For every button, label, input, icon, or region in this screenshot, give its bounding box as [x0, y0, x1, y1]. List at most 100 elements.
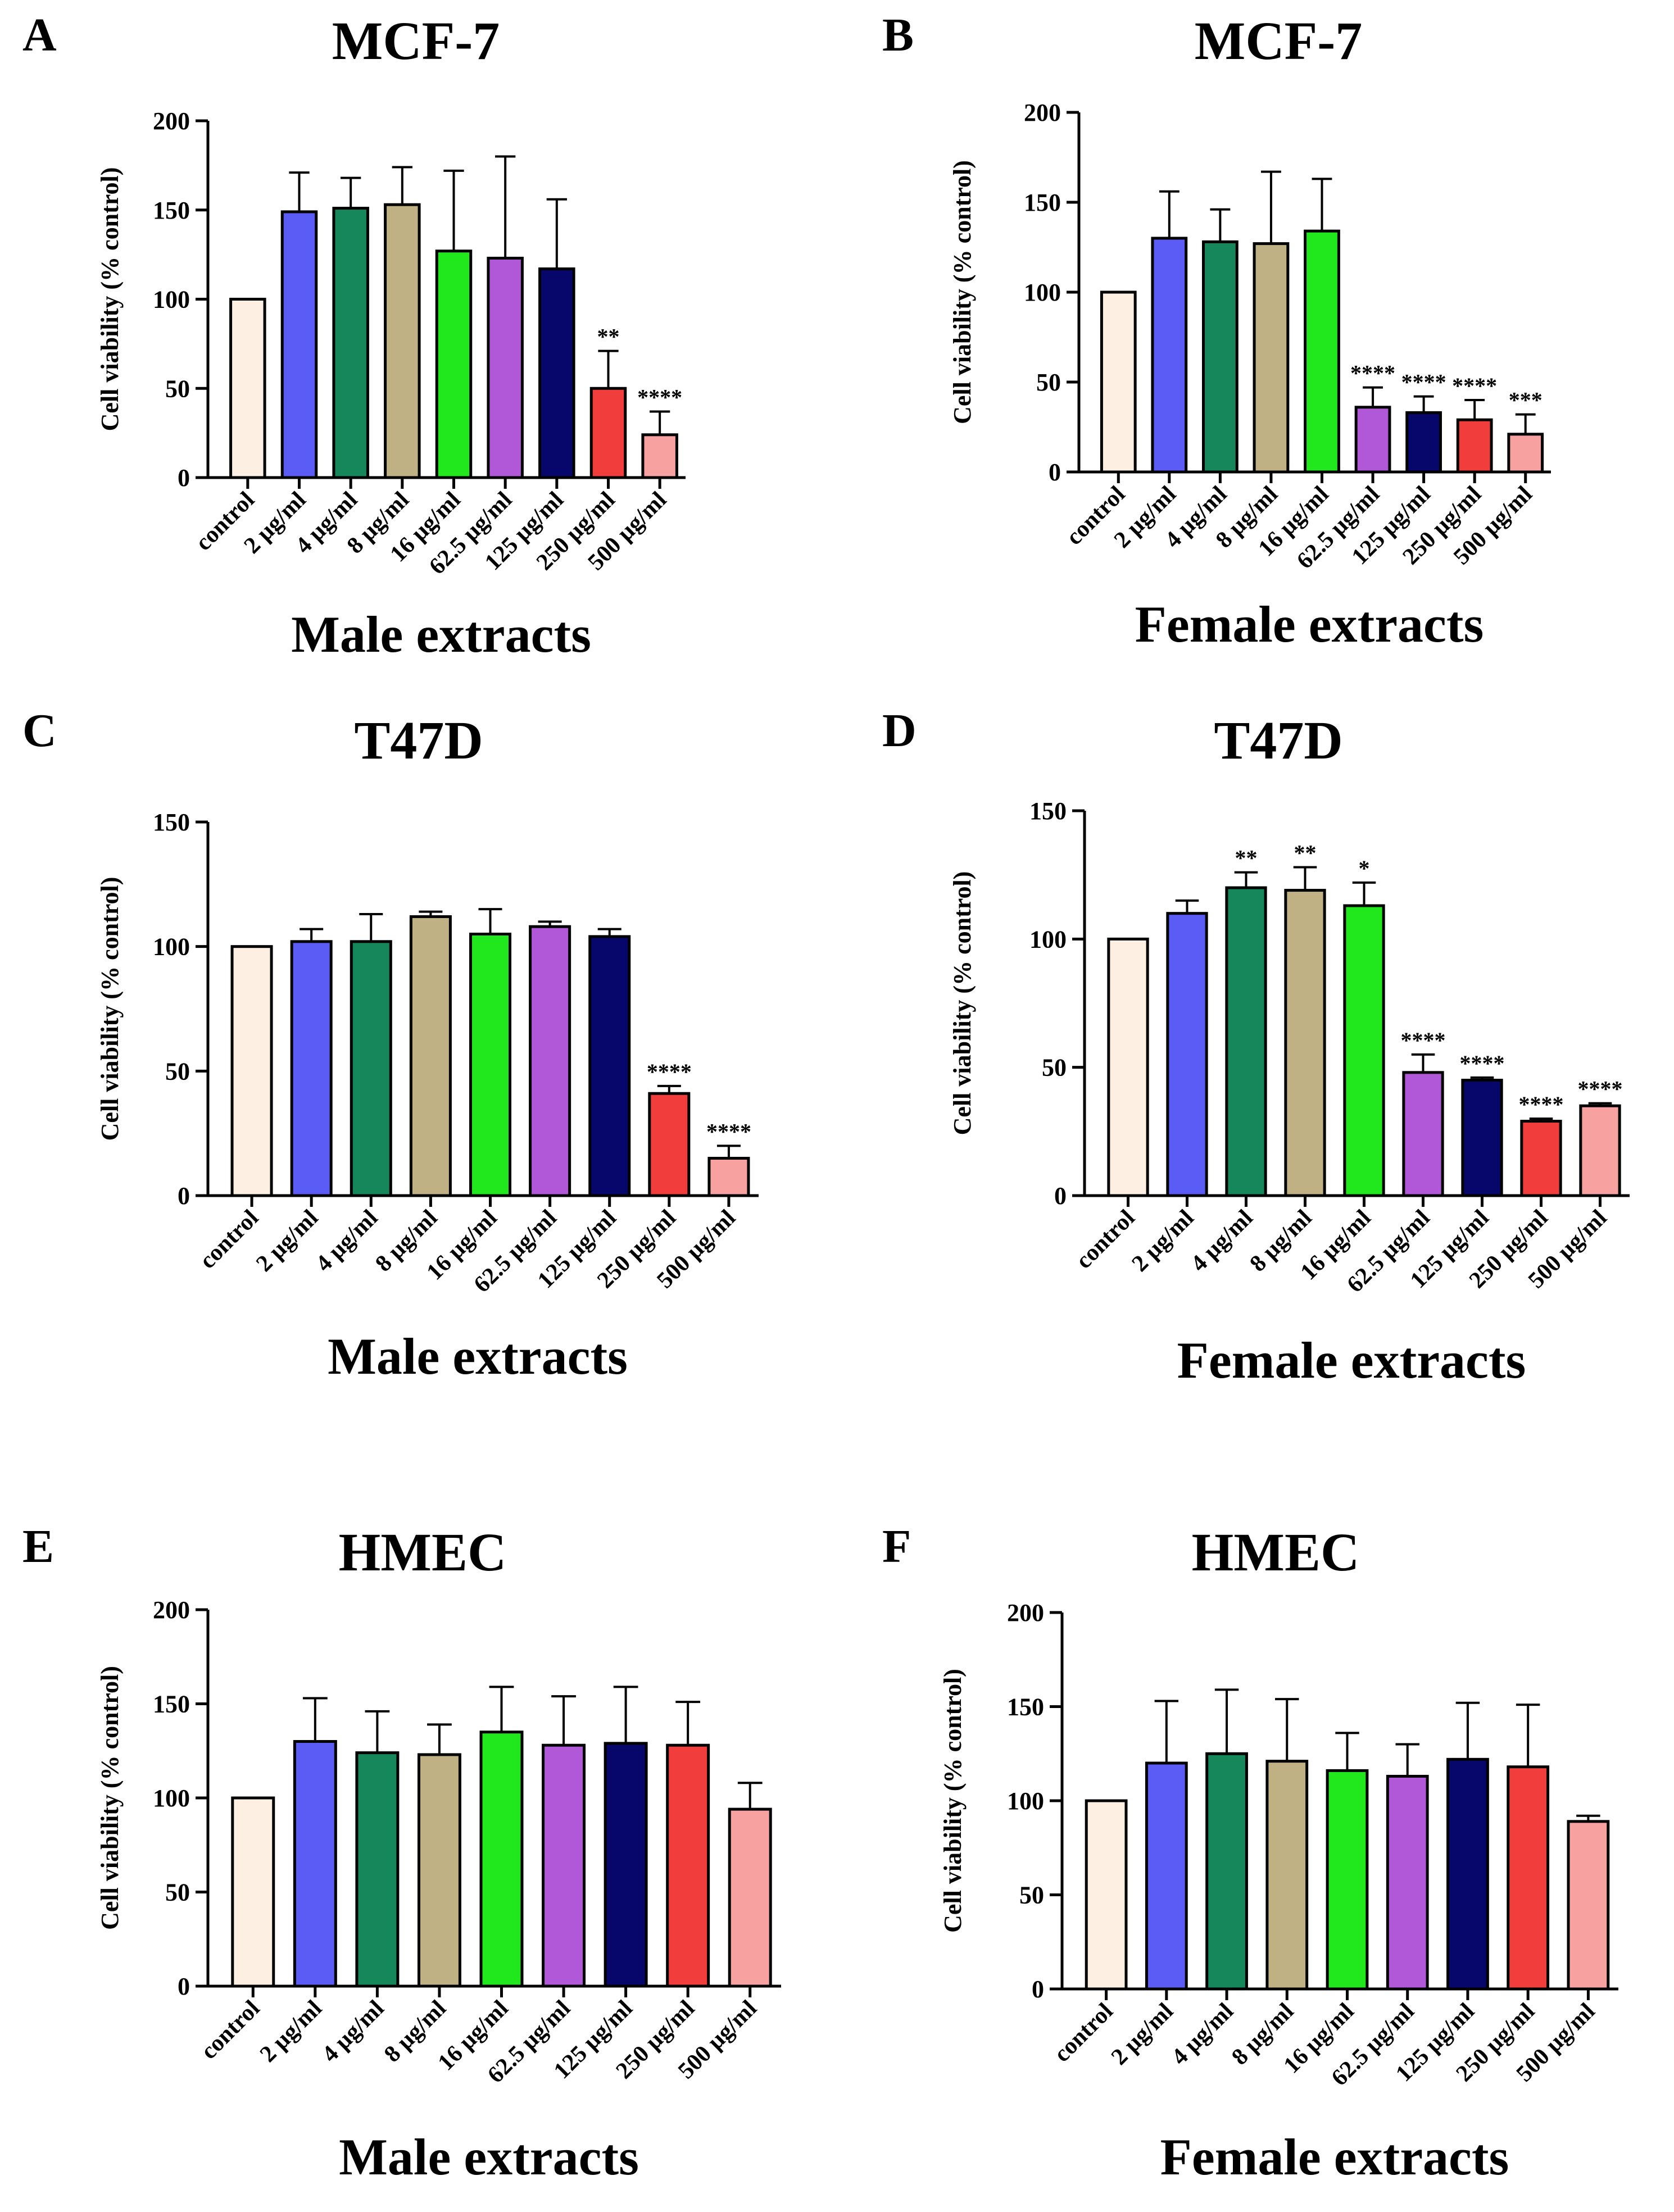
panel-d: D T47D 0 50 100 150 Cell viability (% control)… — [882, 705, 1630, 1389]
significance-marker: ** — [1294, 840, 1317, 865]
panel-letter: B — [882, 9, 914, 61]
significance-marker: **** — [1519, 1092, 1564, 1117]
x-tick-label: 4 µg/ml — [317, 1996, 389, 2068]
significance-marker: **** — [637, 385, 682, 410]
bar — [469, 933, 512, 1197]
bar — [1326, 1769, 1369, 1991]
y-tick-label: 200 — [1024, 99, 1061, 126]
bar — [1166, 912, 1208, 1197]
x-tick-label: 2 µg/ml — [1106, 1998, 1178, 2070]
chart-title: T47D — [1214, 710, 1342, 770]
y-axis-label: Cell viability (% control) — [949, 871, 976, 1135]
bar — [604, 1742, 648, 1988]
x-axis-label: Female extracts — [1177, 1332, 1526, 1389]
bar — [1265, 1760, 1309, 1991]
y-tick-label: 0 — [178, 1973, 190, 2000]
significance-marker: * — [1359, 856, 1370, 881]
significance-marker: ** — [1235, 846, 1258, 871]
significance-marker: **** — [706, 1119, 751, 1144]
bar — [435, 249, 473, 479]
bar — [229, 298, 266, 479]
bar — [588, 935, 631, 1197]
y-tick-label: 150 — [1029, 797, 1067, 825]
bar — [409, 915, 452, 1197]
x-tick-label: control — [194, 1205, 264, 1274]
significance-marker: **** — [1578, 1077, 1623, 1102]
bar — [728, 1807, 772, 1988]
bar — [641, 433, 678, 479]
bar — [350, 940, 392, 1197]
bar — [1100, 290, 1137, 474]
chart-title: HMEC — [1192, 1522, 1360, 1582]
panel-e: E HMEC 0 50 100 150 200 Cell viability (% contr… — [22, 1520, 781, 2186]
panel-f: F HMEC 0 50 100 150 200 Cell viability (% contr… — [882, 1520, 1618, 2186]
bar — [529, 925, 571, 1197]
bar — [1085, 1799, 1128, 1991]
bar — [487, 256, 524, 479]
y-tick-label: 150 — [153, 197, 190, 224]
panel-letter: C — [22, 705, 57, 757]
y-tick-label: 100 — [153, 1784, 190, 1812]
y-tick-label: 100 — [1024, 279, 1061, 306]
x-tick-label: control — [196, 1996, 265, 2065]
y-tick-label: 50 — [165, 1057, 190, 1085]
significance-marker: **** — [1452, 373, 1497, 398]
bar — [542, 1743, 586, 1988]
significance-marker: **** — [647, 1059, 692, 1084]
x-axis-label: Female extracts — [1160, 2128, 1509, 2186]
y-tick-label: 0 — [178, 464, 190, 492]
bar — [1145, 1761, 1188, 1991]
chart-title: T47D — [354, 710, 483, 770]
panel-letter: E — [22, 1520, 54, 1573]
bar — [1461, 1079, 1503, 1197]
significance-marker: *** — [1509, 388, 1543, 413]
bar — [1405, 411, 1442, 474]
y-tick-label: 200 — [153, 1596, 190, 1624]
bar — [332, 207, 369, 479]
bar — [707, 1157, 750, 1197]
bar — [1579, 1104, 1621, 1197]
y-tick-label: 200 — [153, 107, 190, 135]
x-tick-label: 4 µg/ml — [1186, 1205, 1258, 1277]
y-tick-label: 0 — [178, 1182, 190, 1210]
bar — [648, 1092, 691, 1197]
bar — [1284, 889, 1326, 1197]
x-axis-label: Male extracts — [328, 1328, 628, 1385]
y-tick-label: 50 — [1042, 1054, 1067, 1082]
chart-title: MCF-7 — [332, 11, 500, 71]
bar — [1386, 1774, 1429, 1991]
bar — [589, 387, 627, 479]
y-tick-label: 200 — [1007, 1599, 1044, 1627]
y-tick-label: 50 — [165, 375, 190, 402]
bar — [417, 1753, 461, 1988]
y-tick-label: 150 — [1007, 1693, 1044, 1721]
y-tick-label: 100 — [153, 286, 190, 314]
y-tick-label: 150 — [1024, 189, 1061, 216]
y-axis-label: Cell viability (% control) — [949, 160, 976, 424]
bar — [1205, 1752, 1248, 1991]
y-tick-label: 0 — [1054, 1182, 1067, 1210]
bar — [230, 945, 273, 1197]
y-tick-label: 100 — [1007, 1787, 1044, 1815]
bar — [290, 940, 333, 1197]
panel-letter: A — [22, 9, 57, 61]
panel-c: C T47D 0 50 100 150 Cell viability (% control)… — [22, 705, 759, 1385]
x-tick-label: control — [1071, 1205, 1140, 1274]
significance-marker: **** — [1460, 1051, 1505, 1076]
y-tick-label: 50 — [1019, 1882, 1044, 1909]
bar — [1253, 242, 1290, 474]
bar — [355, 1751, 400, 1988]
bar — [1225, 886, 1267, 1197]
x-axis-label: Female extracts — [1135, 596, 1484, 653]
panel-letter: F — [882, 1520, 911, 1573]
bar — [1507, 433, 1544, 474]
y-tick-label: 150 — [153, 809, 190, 836]
panel-b: B MCF-7 0 50 100 150 200 Cell viability (% cont… — [882, 9, 1551, 653]
bar — [280, 210, 318, 479]
y-tick-label: 50 — [165, 1879, 190, 1906]
bar — [384, 203, 421, 479]
chart-title: HMEC — [339, 1522, 507, 1582]
bar — [1520, 1120, 1562, 1197]
